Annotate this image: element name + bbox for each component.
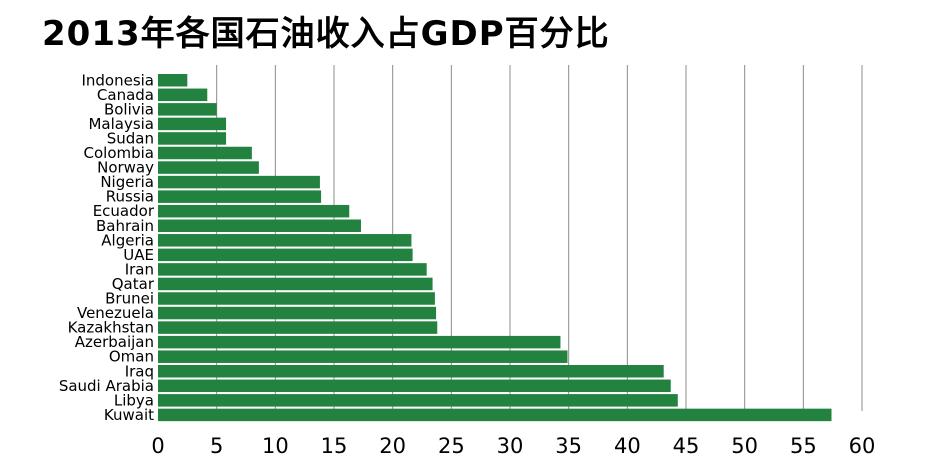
bar — [158, 74, 188, 87]
category-label: Algeria — [101, 231, 154, 249]
bar — [158, 175, 320, 189]
category-label: Venezuela — [77, 304, 154, 322]
bar — [158, 263, 427, 276]
category-label: Bolivia — [104, 100, 154, 118]
category-label: Qatar — [112, 275, 155, 293]
bar — [158, 132, 227, 145]
x-tick-label: 35 — [555, 434, 582, 458]
category-label: Saudi Arabia — [59, 377, 154, 395]
bar — [158, 204, 350, 218]
chart-title: 2013年各国石油收入占GDP百分比 — [42, 14, 610, 54]
x-tick-label: 40 — [614, 434, 641, 458]
bar — [158, 219, 361, 232]
x-tick-label: 10 — [262, 434, 289, 458]
bar — [158, 117, 227, 131]
x-tick-label: 15 — [321, 434, 348, 458]
bar — [158, 248, 413, 262]
x-tick-label: 45 — [673, 434, 700, 458]
bar — [158, 88, 208, 102]
x-tick-label: 55 — [790, 434, 817, 458]
x-tick-label: 30 — [497, 434, 524, 458]
category-label: Nigeria — [100, 173, 154, 191]
bar — [158, 146, 252, 160]
bar — [158, 321, 438, 334]
bars — [158, 74, 832, 422]
category-label: Iraq — [125, 362, 154, 380]
bar — [158, 292, 435, 305]
category-label: Kazakhstan — [68, 319, 154, 337]
category-label: UAE — [123, 246, 154, 264]
bar — [158, 306, 437, 320]
bar — [158, 350, 568, 363]
category-labels: IndonesiaCanadaBoliviaMalaysiaSudanColom… — [59, 71, 155, 424]
category-label: Indonesia — [81, 71, 154, 89]
x-axis-tick-labels: 0 5 10 15 20 25 30 35 40 45 50 55 60 — [151, 434, 875, 458]
bar — [158, 190, 322, 203]
category-label: Canada — [97, 86, 154, 104]
bar — [158, 161, 259, 174]
bar — [158, 103, 217, 116]
x-tick-label: 60 — [849, 434, 876, 458]
category-label: Oman — [109, 348, 154, 366]
category-label: Sudan — [107, 129, 154, 147]
category-label: Colombia — [84, 144, 155, 162]
category-label: Ecuador — [93, 202, 155, 220]
category-label: Azerbaijan — [75, 333, 154, 351]
category-label: Iran — [125, 260, 154, 278]
category-label: Brunei — [105, 290, 154, 308]
bar — [158, 277, 433, 291]
x-tick-label: 50 — [731, 434, 758, 458]
category-label: Bahrain — [96, 217, 154, 235]
bar — [158, 365, 664, 378]
category-label: Libya — [114, 391, 154, 409]
bar — [158, 379, 671, 393]
category-label: Kuwait — [104, 406, 154, 424]
category-label: Norway — [97, 159, 154, 177]
bar — [158, 335, 561, 349]
bar — [158, 234, 412, 247]
x-tick-label: 25 — [438, 434, 465, 458]
bar — [158, 408, 832, 422]
x-tick-label: 5 — [210, 434, 223, 458]
category-label: Malaysia — [88, 115, 154, 133]
category-label: Russia — [106, 188, 154, 206]
x-tick-label: 20 — [379, 434, 406, 458]
bar — [158, 394, 678, 407]
x-tick-label: 0 — [151, 434, 164, 458]
